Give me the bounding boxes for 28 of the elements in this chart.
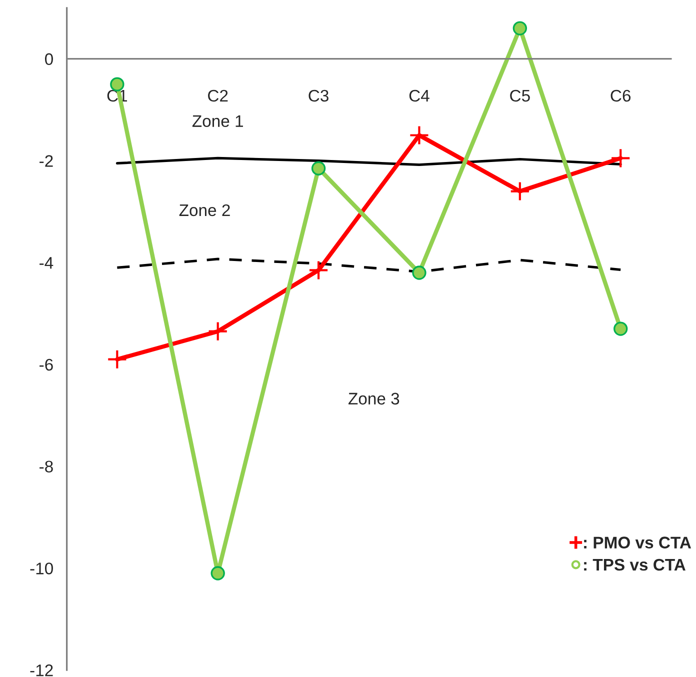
point	[107, 349, 128, 370]
annotation: Zone 3	[348, 392, 400, 405]
y-tick-label: -4	[40, 257, 54, 269]
legend-label: : PMO vs CTA	[584, 536, 692, 548]
point	[614, 322, 628, 336]
point	[208, 321, 228, 342]
point	[308, 260, 329, 280]
point	[510, 181, 530, 202]
annotation: Zone 2	[179, 204, 230, 216]
point	[610, 148, 631, 168]
point	[210, 566, 225, 580]
y-tick-label: -8	[40, 460, 53, 473]
x-tick-label: C3	[308, 90, 328, 102]
legend-label: : TPS vs CTA	[584, 558, 686, 571]
x-tick-label: C5	[510, 90, 530, 102]
annotation: Zone 1	[192, 115, 243, 127]
y-tick-label: -12	[30, 664, 53, 676]
y-tick-label: -10	[30, 562, 53, 574]
x-tick-label: C4	[409, 90, 430, 102]
y-tick-label: -2	[40, 155, 53, 167]
y-tick-label: 0	[45, 53, 53, 66]
y-tick-label: -6	[40, 358, 53, 371]
x-tick-label: C6	[610, 90, 631, 102]
point	[512, 21, 527, 36]
x-tick-label: C2	[208, 90, 228, 102]
point	[409, 125, 430, 146]
point	[311, 161, 326, 176]
point	[412, 266, 426, 280]
